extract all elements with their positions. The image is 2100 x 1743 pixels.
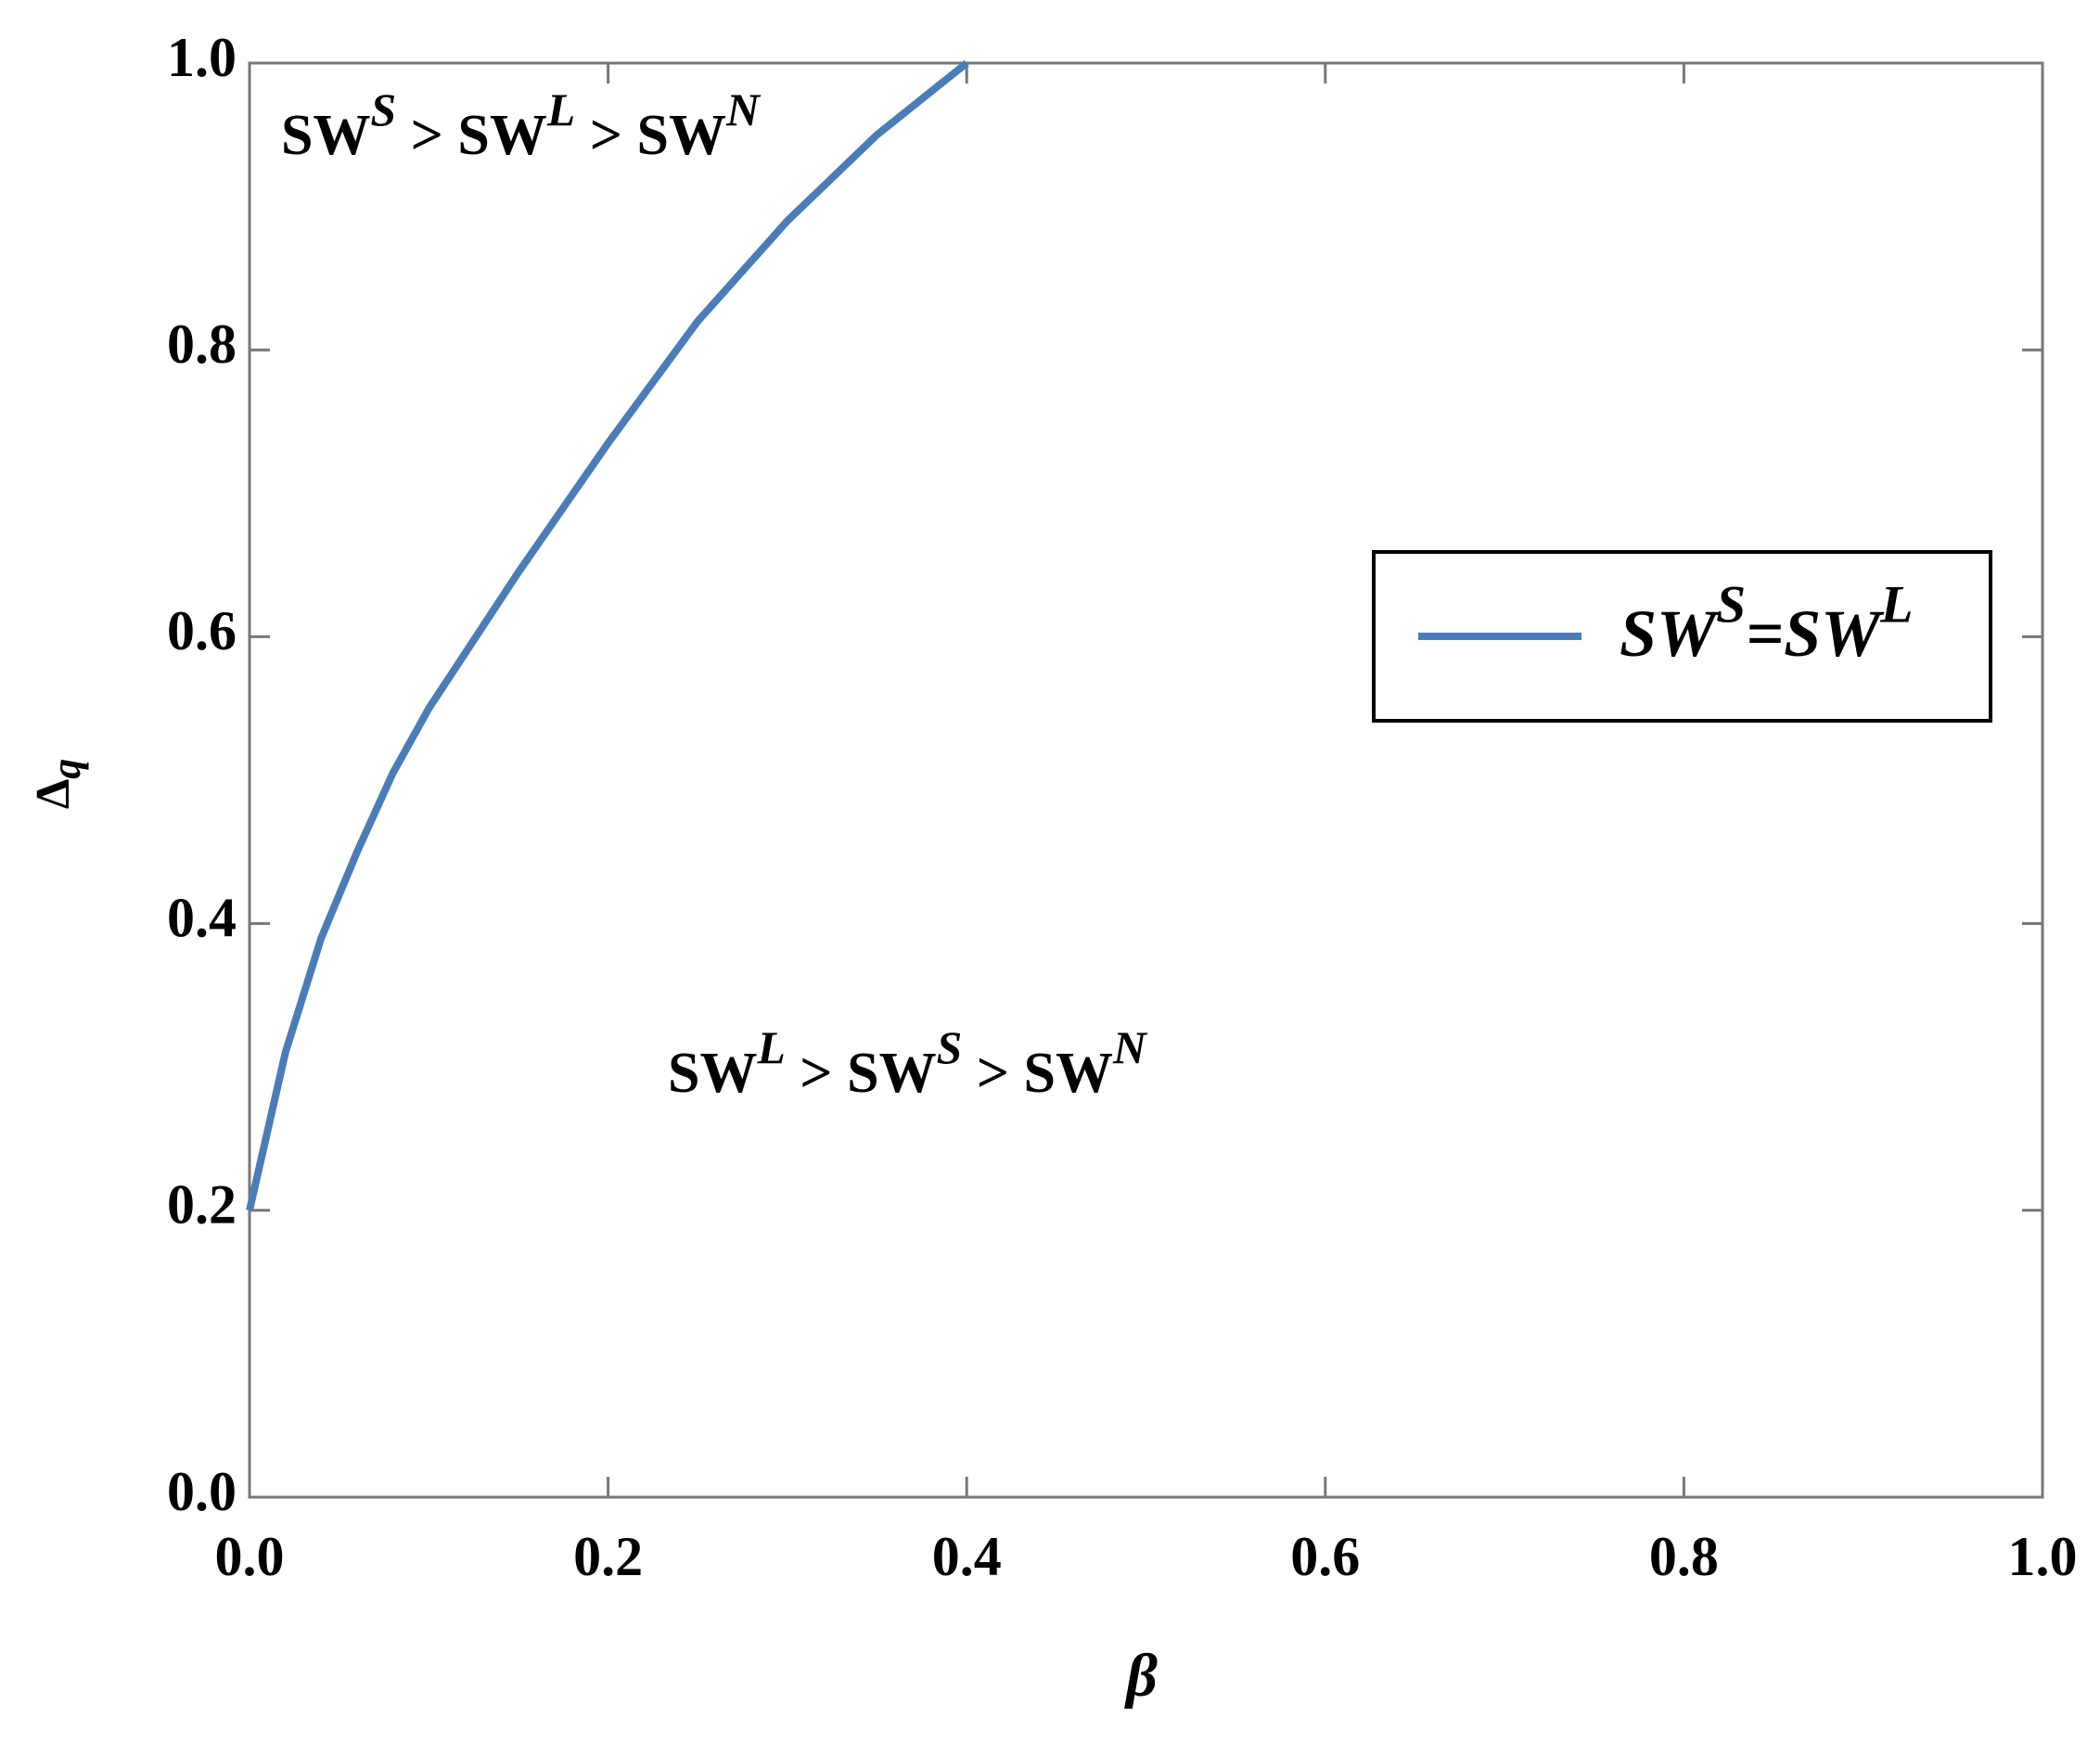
plot-frame <box>248 61 2044 1499</box>
y-tick-label: 0.2 <box>167 1174 237 1236</box>
text-part: N <box>725 84 762 135</box>
y-axis-label: Δq <box>27 759 89 810</box>
y-tick-label: 0.0 <box>167 1461 237 1522</box>
text-part: SW <box>1620 596 1721 671</box>
text-part: SW <box>281 104 370 167</box>
text-part: SW <box>668 1042 757 1105</box>
x-tick-label: 0.0 <box>215 1526 285 1587</box>
text-part: > SW <box>962 1042 1113 1105</box>
y-axis-label-part: q <box>44 759 89 779</box>
y-tick-label: 1.0 <box>167 27 237 88</box>
y-axis-label-part: Δ <box>27 779 80 810</box>
annotation: SWS > SWL > SWN <box>281 84 762 167</box>
text-part: > SW <box>396 104 547 167</box>
text-part: L <box>1879 576 1913 634</box>
x-tick-label: 0.2 <box>573 1526 643 1587</box>
series-line <box>246 59 969 1211</box>
text-part: L <box>546 84 575 135</box>
text-part: > SW <box>575 104 726 167</box>
text-part: L <box>756 1022 785 1073</box>
text-part: N <box>1112 1022 1148 1073</box>
text-part: =SW <box>1746 596 1885 671</box>
x-tick-label: 0.6 <box>1290 1526 1360 1587</box>
text-part: S <box>1716 576 1746 634</box>
y-tick-label: 0.4 <box>167 887 237 948</box>
text-part: > SW <box>786 1042 937 1105</box>
legend-label: SWS=SWL <box>1620 576 1913 671</box>
y-tick-label: 0.6 <box>167 600 237 661</box>
text-part: S <box>937 1022 963 1073</box>
x-tick-label: 1.0 <box>2008 1526 2078 1587</box>
text-part: S <box>370 84 396 135</box>
x-tick-label: 0.8 <box>1649 1526 1719 1587</box>
annotation: SWL > SWS > SWN <box>668 1022 1148 1105</box>
x-axis-label: β <box>1123 1642 1158 1710</box>
y-tick-label: 0.8 <box>167 314 237 375</box>
x-tick-label: 0.4 <box>932 1526 1002 1587</box>
